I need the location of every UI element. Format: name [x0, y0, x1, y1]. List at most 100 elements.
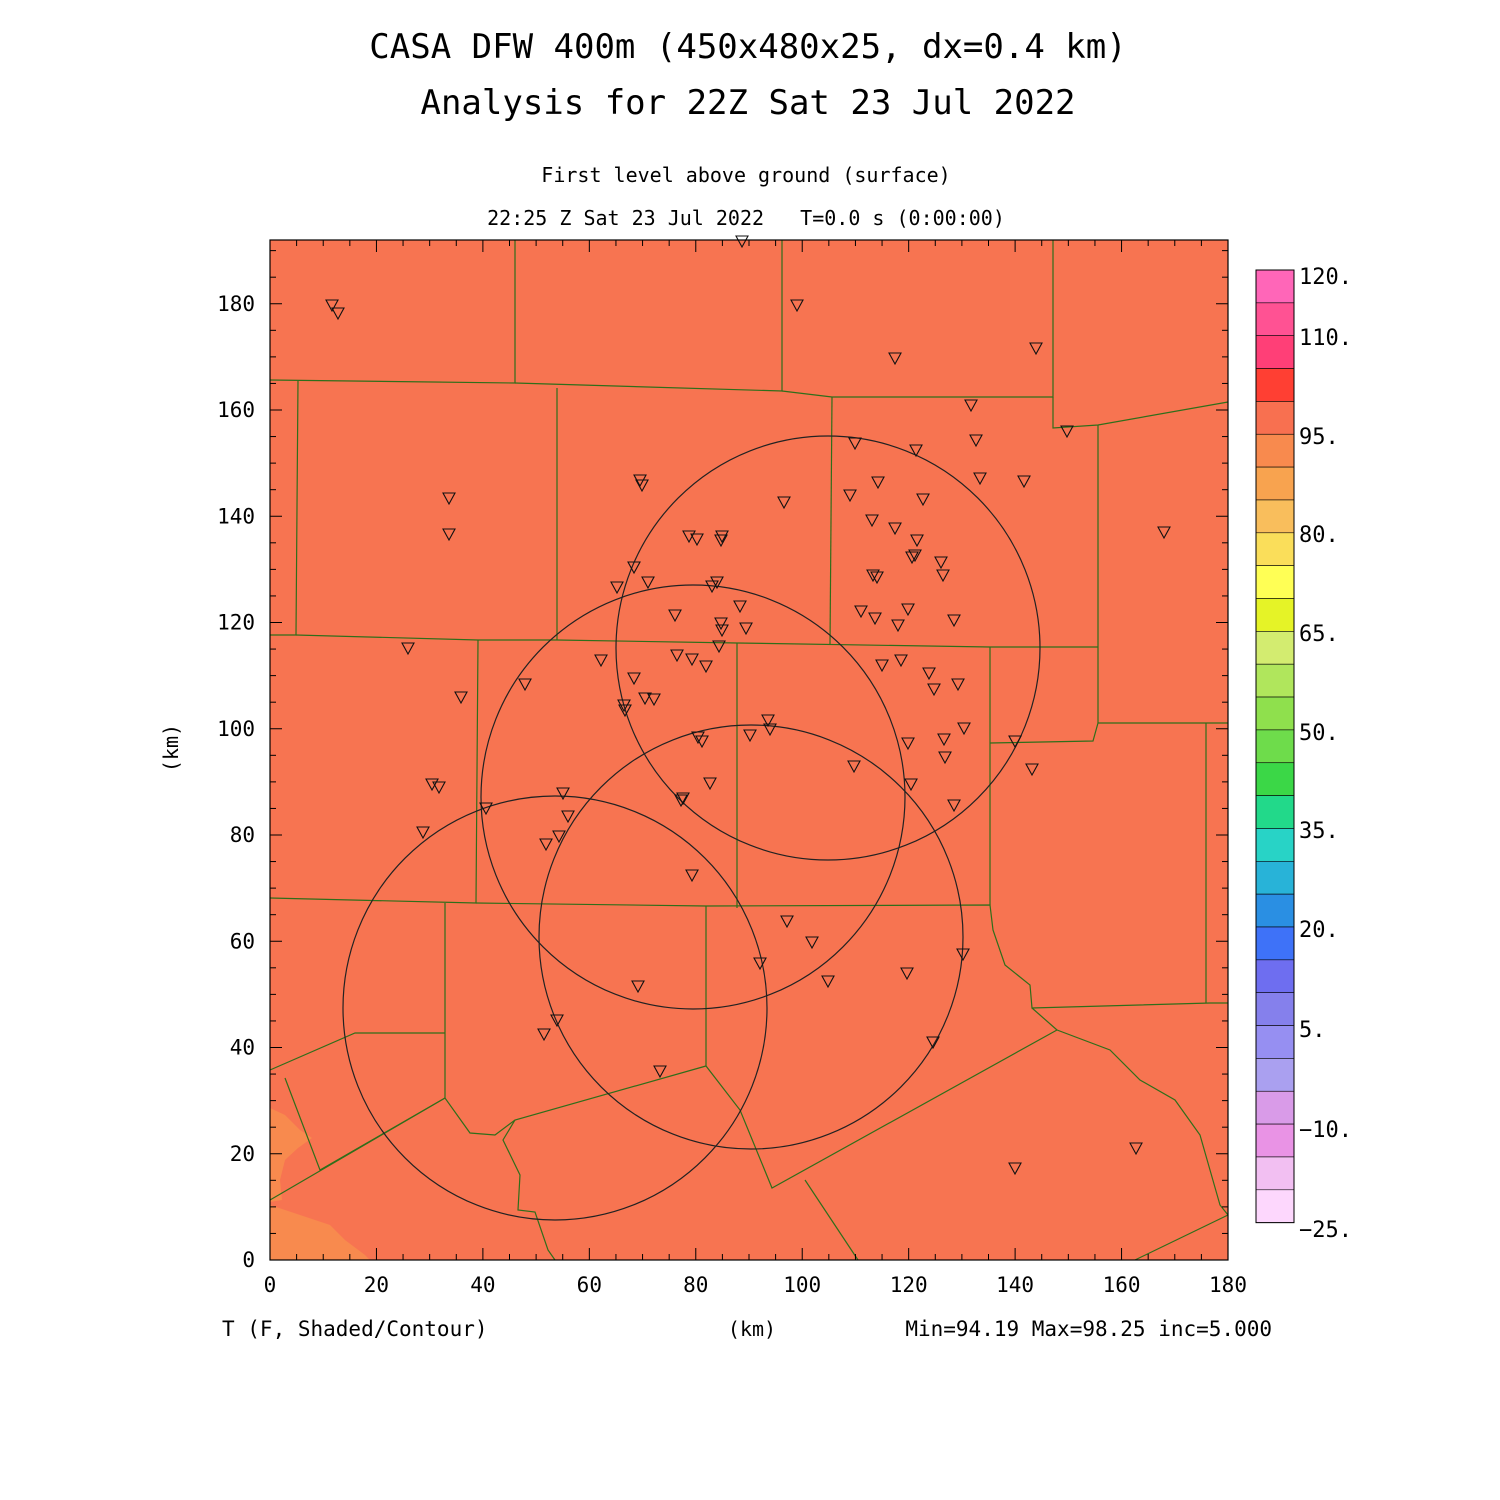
station-marker: [753, 957, 767, 971]
county-boundaries: [269, 240, 1229, 1261]
station-marker: [735, 235, 749, 249]
colorbar-swatch: [1255, 269, 1295, 304]
colorbar-swatch: [1255, 1025, 1295, 1059]
station-marker: [957, 722, 971, 736]
colorbar-swatch: [1255, 433, 1295, 468]
colorbar-swatch: [1255, 959, 1295, 993]
station-marker: [847, 760, 861, 774]
warm-patch-lower: [270, 1205, 370, 1260]
station-marker: [685, 869, 699, 883]
y-axis-label: (km): [159, 724, 183, 772]
station-marker: [964, 399, 978, 413]
station-marker: [871, 476, 885, 490]
colorbar-swatch: [1255, 335, 1295, 369]
colorbar-swatch: [1255, 466, 1295, 501]
station-marker: [674, 794, 688, 808]
station-marker: [956, 948, 970, 962]
colorbar-swatch: [1255, 729, 1295, 764]
station-marker: [712, 640, 726, 654]
station-marker: [714, 617, 728, 631]
station-marker: [888, 522, 902, 536]
station-marker: [627, 672, 641, 686]
station-marker: [780, 915, 794, 929]
station-marker: [739, 622, 753, 636]
y-tick-label: 20: [230, 1142, 255, 1166]
station-marker: [868, 612, 882, 626]
station-marker: [947, 614, 961, 628]
station-marker: [561, 810, 575, 824]
station-marker: [916, 493, 930, 507]
station-marker: [947, 799, 961, 813]
station-marker: [848, 437, 862, 451]
station-marker: [653, 1065, 667, 1079]
colorbar-swatch: [1255, 828, 1295, 862]
station-marker: [743, 729, 757, 743]
station-marker: [973, 472, 987, 486]
station-marker: [733, 600, 747, 614]
station-marker: [763, 723, 777, 737]
station-marker: [331, 307, 345, 321]
station-marker: [715, 624, 729, 638]
colorbar-label: 110.: [1299, 326, 1352, 351]
x-tick-label: 20: [364, 1273, 389, 1297]
station-marker: [761, 714, 775, 728]
station-marker: [926, 1036, 940, 1050]
station-marker: [699, 660, 713, 674]
station-marker: [695, 735, 709, 749]
temperature-field: [270, 240, 1228, 1260]
axes: 0 20 40 60 80 100 120 140 160 180 0 20 40 60 80 100 120 1…: [217, 240, 1247, 1297]
station-marker: [425, 778, 439, 792]
y-tick-label: 160: [217, 398, 255, 422]
colorbar-swatch: [1255, 762, 1295, 796]
station-marker: [670, 649, 684, 663]
station-marker: [777, 496, 791, 510]
x-tick-label: 100: [783, 1273, 821, 1297]
station-marker: [705, 580, 719, 594]
x-tick-label: 40: [470, 1273, 495, 1297]
station-marker: [938, 751, 952, 765]
colorbar-frame: [1255, 269, 1295, 1224]
station-marker: [556, 787, 570, 801]
station-marker: [676, 792, 690, 806]
station-marker: [1017, 475, 1031, 489]
station-marker: [552, 830, 566, 844]
colorbar-swatch: [1255, 598, 1295, 632]
y-tick-label: 180: [217, 292, 255, 316]
station-marker: [866, 569, 880, 583]
colorbar-label: −25.: [1299, 1218, 1352, 1243]
station-marker: [870, 571, 884, 585]
station-marker: [627, 561, 641, 575]
station-marker: [635, 479, 649, 493]
radar-ring-southwest: [342, 795, 768, 1221]
colorbar: 120. 110. 95. 80. 65. 50. 35. 20. 5. −10. −25.: [1255, 265, 1352, 1243]
y-tick-label: 40: [230, 1036, 255, 1060]
station-markers: [325, 235, 1171, 1176]
station-marker: [479, 802, 493, 816]
station-marker: [909, 444, 923, 458]
station-marker: [875, 659, 889, 673]
station-marker: [888, 352, 902, 366]
station-marker: [618, 704, 632, 718]
station-marker: [668, 609, 682, 623]
colorbar-swatch: [1255, 401, 1295, 435]
stats-readout: Min=94.19 Max=98.25 inc=5.000: [905, 1317, 1272, 1341]
station-marker: [432, 781, 446, 795]
colorbar-label: 120.: [1299, 265, 1352, 290]
colorbar-swatch: [1255, 499, 1295, 534]
station-marker: [685, 653, 699, 667]
station-marker: [900, 967, 914, 981]
station-marker: [690, 533, 704, 547]
title-line1: CASA DFW 400m (450x480x25, dx=0.4 km): [369, 27, 1126, 67]
colorbar-swatch: [1255, 302, 1295, 337]
colorbar-swatch: [1255, 795, 1295, 829]
station-marker: [539, 838, 553, 852]
station-marker: [790, 299, 804, 313]
title-line2: Analysis for 22Z Sat 23 Jul 2022: [420, 83, 1075, 123]
station-marker: [647, 693, 661, 707]
station-marker: [714, 534, 728, 548]
station-marker: [638, 692, 652, 706]
station-marker: [901, 603, 915, 617]
station-marker: [1029, 342, 1043, 356]
colorbar-swatch: [1255, 532, 1295, 566]
y-tick-label: 120: [217, 611, 255, 635]
